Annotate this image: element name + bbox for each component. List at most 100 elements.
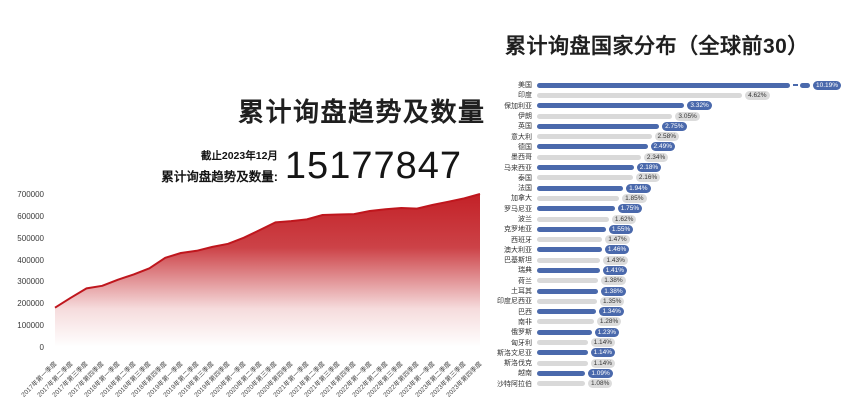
y-axis-tick: 100000 xyxy=(17,321,44,331)
area-fill xyxy=(55,194,480,347)
country-label: 意大利 xyxy=(511,133,532,141)
value-badge: 3.05% xyxy=(675,111,700,121)
bar xyxy=(537,360,588,366)
bar xyxy=(537,144,648,150)
value-badge: 1.28% xyxy=(596,317,622,327)
country-label: 罗马尼亚 xyxy=(504,205,532,213)
bar-overflow-segment xyxy=(800,82,810,88)
country-label: 南非 xyxy=(518,318,532,326)
bar xyxy=(537,82,790,88)
asof-date-label: 截止2023年12月 xyxy=(200,149,278,162)
bar-track: 1.85% xyxy=(537,193,852,203)
bar-track: 2.18% xyxy=(537,163,852,173)
bar-track: 2.16% xyxy=(537,173,852,183)
value-badge: 1.85% xyxy=(622,193,647,203)
value-badge: 1.43% xyxy=(603,255,628,265)
bar-row: 土耳其 1.38% xyxy=(490,286,852,296)
bar-row: 泰国 2.16% xyxy=(490,173,852,183)
bar-track: 1.28% xyxy=(537,317,852,327)
bar-track: 1.47% xyxy=(537,235,852,245)
country-label: 巴西 xyxy=(518,308,532,316)
bar-row: 美国 10.19% xyxy=(490,80,852,90)
bar xyxy=(537,237,603,243)
trend-chart-title: 累计询盘趋势及数量 xyxy=(238,97,486,127)
value-badge: 1.94% xyxy=(626,183,651,193)
value-badge: 1.38% xyxy=(601,286,626,296)
country-label: 斯洛伐克 xyxy=(504,360,532,368)
y-axis-tick: 0 xyxy=(39,343,44,352)
bar xyxy=(537,298,597,304)
bar xyxy=(537,216,609,222)
total-inquiries-value: 15177847 xyxy=(284,145,462,187)
country-label: 瑞典 xyxy=(518,267,532,275)
country-label: 英国 xyxy=(518,123,532,131)
country-label: 巴基斯坦 xyxy=(504,257,532,265)
country-label: 加拿大 xyxy=(511,195,532,203)
bar-track: 1.38% xyxy=(537,286,852,296)
country-bar-list: 美国 10.19% 印度 4.62% 保加利亚 3.32% 伊朗 3.05% 英国 2.75% 意大… xyxy=(490,80,852,389)
country-label: 波兰 xyxy=(518,216,532,223)
bar-track: 1.41% xyxy=(537,265,852,275)
country-label: 美国 xyxy=(518,82,532,90)
bar-row: 沙特阿拉伯 1.08% xyxy=(490,379,852,389)
country-label: 克罗地亚 xyxy=(504,226,532,234)
bar-track: 1.35% xyxy=(537,296,852,306)
value-badge: 1.46% xyxy=(604,245,630,255)
bar xyxy=(537,267,600,273)
area-chart xyxy=(54,193,481,347)
bar-track: 1.23% xyxy=(537,327,852,337)
bar xyxy=(537,350,588,356)
bar-track: 1.55% xyxy=(537,224,852,234)
bar-track: 1.46% xyxy=(537,245,852,255)
country-label: 澳大利亚 xyxy=(504,246,532,254)
bar xyxy=(537,113,673,119)
value-badge: 2.58% xyxy=(654,132,679,142)
bar xyxy=(537,257,601,263)
bar xyxy=(537,288,599,294)
bar-row: 克罗地亚 1.55% xyxy=(490,224,852,234)
value-badge: 2.49% xyxy=(650,142,675,152)
y-axis-tick: 600000 xyxy=(17,211,44,221)
bar-track: 1.14% xyxy=(537,358,852,368)
bar-row: 斯洛伐克 1.14% xyxy=(490,358,852,368)
x-axis: 2017年第一季度 2017年第二季度 2017年第三季度 2017年第四季度 2018… xyxy=(0,351,495,411)
trend-annotation: 截止2023年12月 累计询盘趋势及数量: 15177847 xyxy=(100,147,462,185)
country-label: 德国 xyxy=(518,143,532,151)
country-label: 沙特阿拉伯 xyxy=(497,380,532,388)
bar-track: 2.34% xyxy=(537,152,852,162)
country-label: 俄罗斯 xyxy=(511,329,532,337)
y-axis-tick: 300000 xyxy=(17,277,44,287)
value-badge: 10.19% xyxy=(813,80,842,90)
value-badge: 1.09% xyxy=(588,368,613,378)
country-label: 西班牙 xyxy=(511,236,532,244)
bar xyxy=(537,340,588,346)
bar xyxy=(537,123,660,129)
value-badge: 1.34% xyxy=(599,307,624,317)
bar-row: 越南 1.09% xyxy=(490,368,852,378)
country-label: 荷兰 xyxy=(518,277,532,285)
bar xyxy=(537,165,634,171)
country-chart-title: 累计询盘国家分布（全球前30） xyxy=(505,35,809,58)
value-badge: 1.55% xyxy=(608,224,634,234)
bar xyxy=(537,103,685,109)
bar xyxy=(537,195,620,201)
bar-row: 德国 2.49% xyxy=(490,142,852,152)
y-axis-tick: 400000 xyxy=(17,255,44,265)
bar-row: 巴基斯坦 1.43% xyxy=(490,255,852,265)
bar-track: 1.38% xyxy=(537,276,852,286)
bar-row: 加拿大 1.85% xyxy=(490,193,852,203)
value-badge: 1.23% xyxy=(594,327,620,337)
bar-row: 瑞典 1.41% xyxy=(490,265,852,275)
country-label: 伊朗 xyxy=(518,113,532,121)
bar-row: 西班牙 1.47% xyxy=(490,234,852,245)
bar-track: 1.34% xyxy=(537,307,852,317)
bar-row: 罗马尼亚 1.75% xyxy=(490,204,852,214)
bar-track: 2.58% xyxy=(537,132,852,142)
y-axis-tick: 500000 xyxy=(17,233,44,243)
bar-row: 保加利亚 3.32% xyxy=(490,101,852,111)
bar xyxy=(537,329,592,335)
y-axis-tick: 200000 xyxy=(17,299,44,309)
value-badge: 1.14% xyxy=(590,338,616,348)
value-badge: 2.18% xyxy=(636,163,662,173)
bar-track: 1.94% xyxy=(537,183,852,193)
